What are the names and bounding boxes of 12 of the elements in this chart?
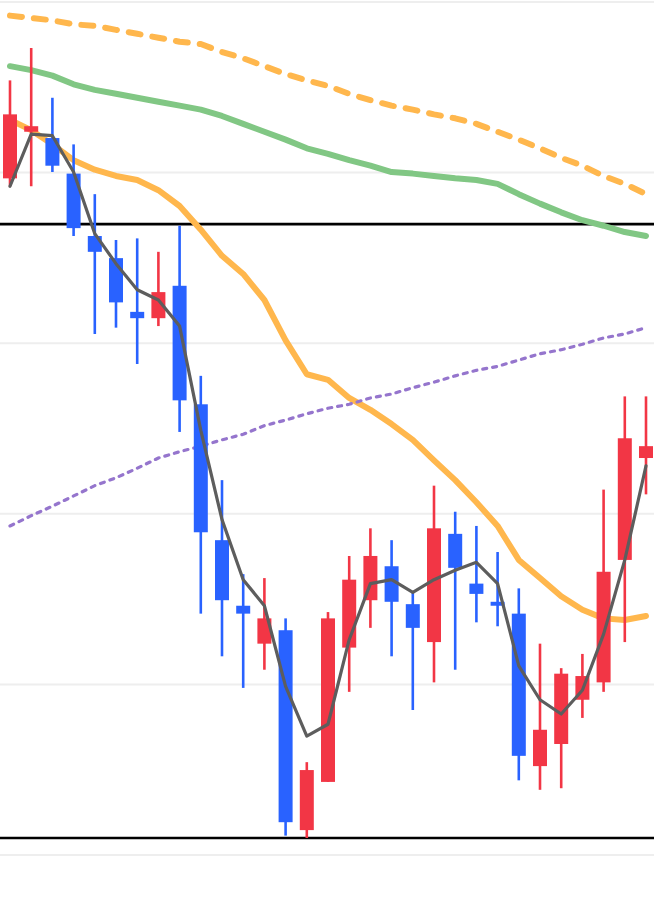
candlestick xyxy=(405,591,420,712)
candlestick xyxy=(24,46,39,188)
candlestick xyxy=(639,395,653,496)
candlestick xyxy=(236,572,251,690)
candlestick xyxy=(384,538,399,658)
candlestick xyxy=(448,510,463,672)
candlestick xyxy=(533,642,547,792)
candlestick xyxy=(109,238,123,329)
candlestick xyxy=(257,576,272,672)
candlestick xyxy=(45,96,60,174)
candlestick xyxy=(469,524,484,624)
candlestick xyxy=(130,237,145,366)
